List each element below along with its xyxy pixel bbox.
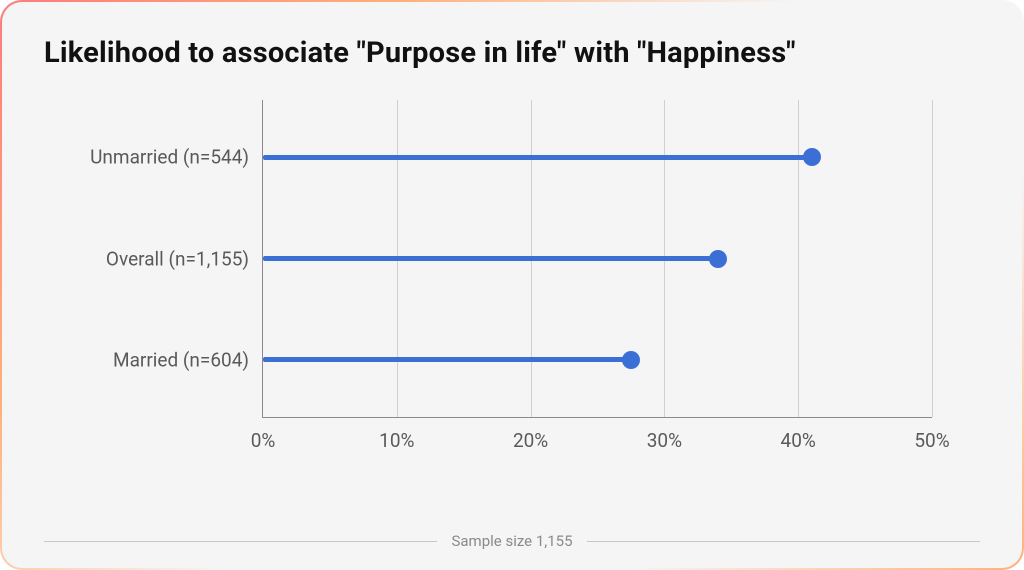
chart-title: Likelihood to associate "Purpose in life…: [44, 36, 980, 70]
footer-rule-left: [44, 541, 437, 542]
x-tick-label: 20%: [513, 417, 548, 452]
gridline: [798, 100, 799, 417]
x-tick-label: 0%: [251, 417, 276, 452]
plot-area: 0%10%20%30%40%50%Unmarried (n=544)Overal…: [262, 100, 932, 418]
x-tick-label: 10%: [379, 417, 414, 452]
y-axis-label: Married (n=604): [113, 348, 263, 371]
x-tick-label: 50%: [914, 417, 949, 452]
footer-text: Sample size 1,155: [451, 532, 572, 550]
lollipop-stem: [263, 256, 718, 261]
lollipop-dot: [622, 351, 640, 369]
lollipop-dot: [709, 250, 727, 268]
lollipop-stem: [263, 357, 631, 362]
chart-card-inner: Likelihood to associate "Purpose in life…: [2, 2, 1022, 568]
gridline: [932, 100, 933, 417]
y-axis-label: Overall (n=1,155): [106, 247, 263, 270]
x-tick-label: 30%: [647, 417, 682, 452]
lollipop-dot: [803, 148, 821, 166]
y-axis-label: Unmarried (n=544): [90, 146, 263, 169]
chart-card: Likelihood to associate "Purpose in life…: [0, 0, 1024, 570]
footer-rule-right: [587, 541, 980, 542]
chart-footer: Sample size 1,155: [44, 532, 980, 550]
x-tick-label: 40%: [781, 417, 816, 452]
chart-area: 0% 10% 20% 30% 40% 50% Unmarried (n=544) Overal…: [44, 100, 980, 480]
lollipop-stem: [263, 155, 812, 160]
